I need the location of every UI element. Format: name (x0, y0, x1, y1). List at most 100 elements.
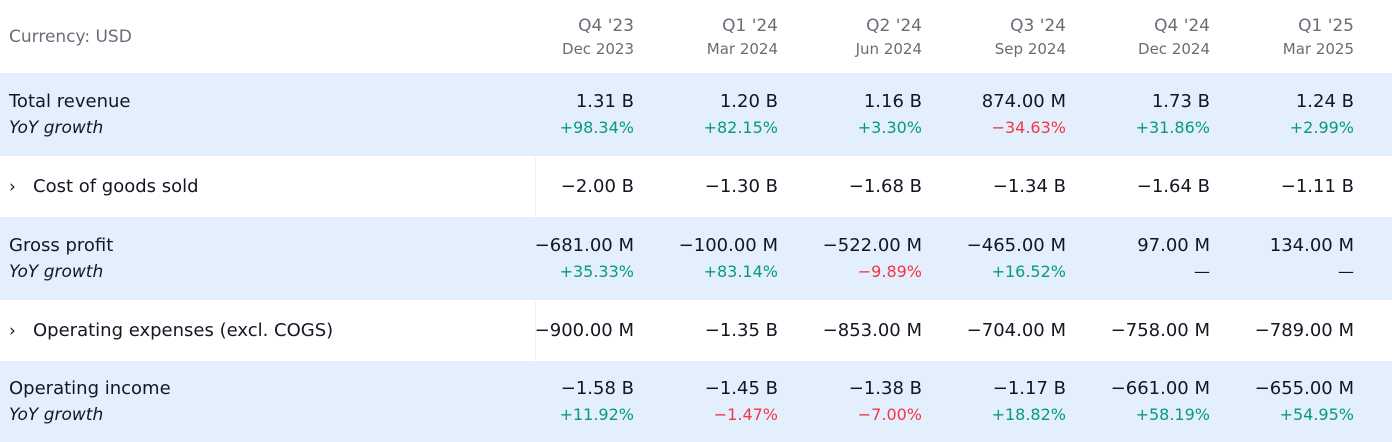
value: −2.00 B (560, 175, 634, 197)
period-quarter: Q2 '24 (866, 15, 922, 36)
value-cell: −853.00 M (816, 300, 960, 361)
table-row-total-revenue: Total revenue YoY growth 1.31 B +98.34% 1… (0, 73, 1392, 156)
value: −1.30 B (704, 175, 778, 197)
value: 1.31 B (575, 90, 634, 112)
period-date: Mar 2025 (1282, 39, 1354, 58)
value-cell: −1.58 B +11.92% (536, 361, 672, 442)
value-cell: −1.45 B −1.47% (672, 361, 816, 442)
table-row-operating-expenses[interactable]: › Operating expenses (excl. COGS) −900.0… (0, 300, 1392, 361)
period-header: Q1 '24 Mar 2024 (672, 0, 816, 73)
yoy-change: — (1338, 261, 1354, 281)
period-date: Dec 2024 (1138, 39, 1210, 58)
yoy-change: −34.63% (991, 117, 1066, 137)
row-values: 1.31 B +98.34% 1.20 B +82.15% 1.16 B +3.30%… (536, 73, 1392, 156)
yoy-change: +3.30% (857, 117, 922, 137)
value: −681.00 M (534, 234, 634, 256)
row-label: Cost of goods sold (33, 175, 199, 197)
currency-label: Currency: USD (9, 26, 132, 47)
expand-toggle[interactable]: › Operating expenses (excl. COGS) (9, 318, 535, 344)
period-quarter: Q1 '25 (1298, 15, 1354, 36)
value: −1.35 B (704, 319, 778, 341)
value-cell: 134.00 M — (1248, 217, 1392, 300)
yoy-change: +58.19% (1135, 404, 1210, 424)
currency-cell: Currency: USD (0, 0, 536, 73)
value-cell: −522.00 M −9.89% (816, 217, 960, 300)
yoy-change: −1.47% (713, 404, 778, 424)
chevron-right-icon[interactable]: › (9, 176, 16, 197)
yoy-change: −7.00% (857, 404, 922, 424)
row-label: Operating income (9, 377, 171, 399)
row-sub-label: YoY growth (9, 117, 104, 138)
row-label-cell: Total revenue YoY growth (0, 73, 536, 156)
value: −1.38 B (848, 377, 922, 399)
value: −1.68 B (848, 175, 922, 197)
period-header: Q4 '23 Dec 2023 (536, 0, 672, 73)
yoy-change: +31.86% (1135, 117, 1210, 137)
row-values: −2.00 B −1.30 B −1.68 B −1.34 B −1.64 B … (536, 156, 1392, 217)
value-cell: 1.73 B +31.86% (1104, 73, 1248, 156)
yoy-change: +82.15% (703, 117, 778, 137)
expand-toggle[interactable]: › Cost of goods sold (9, 174, 535, 200)
row-label-cell: Operating income YoY growth (0, 361, 536, 442)
chevron-right-icon[interactable]: › (9, 320, 16, 341)
value-cell: −1.38 B −7.00% (816, 361, 960, 442)
period-header: Q4 '24 Dec 2024 (1104, 0, 1248, 73)
yoy-change: +83.14% (703, 261, 778, 281)
row-label: Operating expenses (excl. COGS) (33, 319, 334, 341)
row-sub-label: YoY growth (9, 261, 104, 282)
period-quarter: Q3 '24 (1010, 15, 1066, 36)
period-date: Jun 2024 (855, 39, 922, 58)
value: 874.00 M (981, 90, 1066, 112)
value-cell: −1.11 B (1248, 156, 1392, 217)
table-row-operating-income: Operating income YoY growth −1.58 B +11.9… (0, 361, 1392, 442)
value: −1.45 B (704, 377, 778, 399)
value-cell: −1.35 B (672, 300, 816, 361)
period-headers: Q4 '23 Dec 2023 Q1 '24 Mar 2024 Q2 '24 J… (536, 0, 1392, 73)
value: 97.00 M (1137, 234, 1210, 256)
period-header: Q1 '25 Mar 2025 (1248, 0, 1392, 73)
value-cell: 1.20 B +82.15% (672, 73, 816, 156)
value: −1.17 B (992, 377, 1066, 399)
yoy-change: +54.95% (1279, 404, 1354, 424)
value: 1.24 B (1295, 90, 1354, 112)
row-label-cell: Gross profit YoY growth (0, 217, 536, 300)
value: −661.00 M (1110, 377, 1210, 399)
value: −789.00 M (1254, 319, 1354, 341)
period-quarter: Q4 '24 (1154, 15, 1210, 36)
value: −100.00 M (678, 234, 778, 256)
period-quarter: Q1 '24 (722, 15, 778, 36)
value: −522.00 M (822, 234, 922, 256)
row-label-cell: › Cost of goods sold (0, 156, 536, 217)
yoy-change: +2.99% (1289, 117, 1354, 137)
period-date: Mar 2024 (706, 39, 778, 58)
value: −704.00 M (966, 319, 1066, 341)
value: 1.73 B (1151, 90, 1210, 112)
row-values: −1.58 B +11.92% −1.45 B −1.47% −1.38 B −7.0… (536, 361, 1392, 442)
value-cell: −661.00 M +58.19% (1104, 361, 1248, 442)
period-header: Q3 '24 Sep 2024 (960, 0, 1104, 73)
value-cell: −1.17 B +18.82% (960, 361, 1104, 442)
yoy-change: +11.92% (559, 404, 634, 424)
value: −900.00 M (534, 319, 634, 341)
value: −1.64 B (1136, 175, 1210, 197)
value: −465.00 M (966, 234, 1066, 256)
value: −758.00 M (1110, 319, 1210, 341)
value-cell: −1.30 B (672, 156, 816, 217)
period-date: Sep 2024 (994, 39, 1066, 58)
table-row-cost-of-goods-sold[interactable]: › Cost of goods sold −2.00 B −1.30 B −1.… (0, 156, 1392, 217)
yoy-change: — (1194, 261, 1210, 281)
value-cell: 874.00 M −34.63% (960, 73, 1104, 156)
value-cell: 1.31 B +98.34% (536, 73, 672, 156)
row-sub-label: YoY growth (9, 404, 104, 425)
yoy-change: +18.82% (991, 404, 1066, 424)
value: 134.00 M (1269, 234, 1354, 256)
value-cell: −2.00 B (536, 156, 672, 217)
value: 1.16 B (863, 90, 922, 112)
value-cell: −681.00 M +35.33% (534, 217, 672, 300)
yoy-change: +98.34% (559, 117, 634, 137)
value-cell: 97.00 M — (1104, 217, 1248, 300)
value-cell: −465.00 M +16.52% (960, 217, 1104, 300)
table-row-gross-profit: Gross profit YoY growth −681.00 M +35.33%… (0, 217, 1392, 300)
yoy-change: −9.89% (857, 261, 922, 281)
